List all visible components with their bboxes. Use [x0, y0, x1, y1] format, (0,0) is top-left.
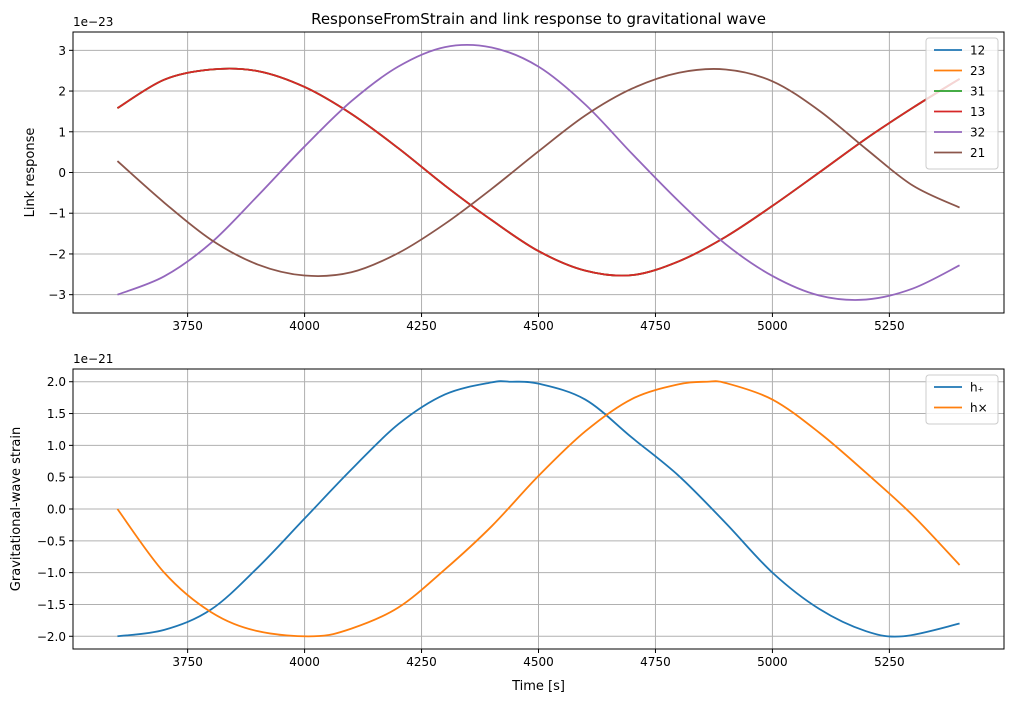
legend: 12 23 31 13 32 21	[925, 37, 999, 170]
legend-frame	[925, 37, 999, 170]
y-tick-label: 0.0	[47, 503, 66, 517]
y-tick-label: 3	[58, 44, 66, 58]
y-tick-label: −2.0	[37, 630, 66, 644]
x-tick-label: 5250	[874, 655, 905, 669]
y-axis-label: Link response	[23, 128, 38, 218]
series-line-4	[117, 43, 960, 301]
series-line-3	[116, 67, 961, 277]
x-tick-label: 4250	[406, 655, 437, 669]
y-tick-label: −1.5	[37, 598, 66, 612]
y-tick-label: 2.0	[47, 375, 66, 389]
x-tick-label: 5000	[757, 655, 788, 669]
bottom-axes-strain: 3750 4000 4250 4500 4750 5000 5250 −2.0 −1.5 −1.0…	[9, 352, 1005, 694]
x-tick-label: 5250	[874, 319, 905, 333]
y-tick-label: −2	[48, 247, 66, 261]
legend-label-1: h×	[970, 401, 988, 415]
plot-area	[116, 43, 961, 301]
x-tick-label: 4000	[289, 655, 320, 669]
x-tick-label: 4500	[523, 319, 554, 333]
series-line-0	[117, 380, 960, 638]
plot-area	[116, 380, 961, 638]
x-tick-label: 3750	[172, 655, 203, 669]
x-axis-label: Time [s]	[511, 679, 565, 694]
top-axes-link-response: 3750 4000 4250 4500 4750 5000 5250−3−2−101231e…	[23, 10, 1005, 333]
series-line-1	[116, 380, 961, 638]
y-tick-label: −1	[48, 207, 66, 221]
legend-label-3: 13	[970, 105, 985, 119]
legend-label-4: 32	[970, 126, 985, 140]
y-tick-label: 1	[58, 125, 66, 139]
x-tick-label: 4500	[523, 655, 554, 669]
legend-label-2: 31	[970, 85, 985, 99]
series-line-5	[116, 68, 960, 277]
x-tick-label: 4750	[640, 655, 671, 669]
x-tick-label: 3750	[172, 319, 203, 333]
y-tick-label: 1.5	[47, 407, 66, 421]
y-axis-label: Gravitational-wave strain	[9, 427, 24, 591]
y-tick-label: 0	[58, 166, 66, 180]
legend-frame	[925, 374, 999, 425]
x-tick-label: 4750	[640, 319, 671, 333]
y-tick-label: 2	[58, 85, 66, 99]
legend-label-0: 12	[970, 44, 985, 58]
legend-label-5: 21	[970, 146, 985, 160]
x-tick-label: 4000	[289, 319, 320, 333]
y-tick-label: 0.5	[47, 471, 66, 485]
y-offset-text: 1e−23	[73, 15, 113, 29]
x-tick-label: 5000	[757, 319, 788, 333]
y-tick-label: −1.0	[37, 566, 66, 580]
chart-title: ResponseFromStrain and link response to …	[311, 10, 766, 28]
x-tick-label: 4250	[406, 319, 437, 333]
y-tick-label: −3	[48, 288, 66, 302]
y-offset-text: 1e−21	[73, 352, 113, 366]
y-tick-label: 1.0	[47, 439, 66, 453]
legend-label-0: h₊	[970, 381, 984, 395]
y-tick-label: −0.5	[37, 534, 66, 548]
legend-label-1: 23	[970, 64, 985, 78]
legend: h₊ h×	[925, 374, 999, 425]
